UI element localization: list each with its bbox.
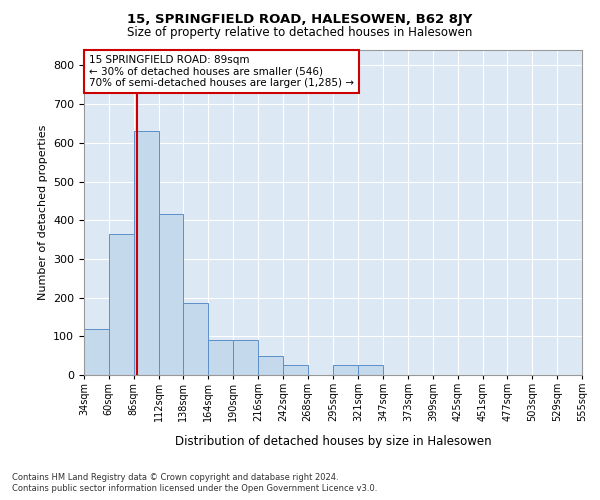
Bar [334,366,358,375]
Bar [283,366,308,375]
Bar [134,131,158,375]
Text: 15 SPRINGFIELD ROAD: 89sqm
← 30% of detached houses are smaller (546)
70% of sem: 15 SPRINGFIELD ROAD: 89sqm ← 30% of deta… [89,55,354,88]
Text: Size of property relative to detached houses in Halesowen: Size of property relative to detached ho… [127,26,473,39]
Bar [233,340,258,375]
Bar [258,356,283,375]
Bar [84,328,109,375]
Text: Contains public sector information licensed under the Open Government Licence v3: Contains public sector information licen… [12,484,377,493]
Y-axis label: Number of detached properties: Number of detached properties [38,125,47,300]
Bar [158,214,184,375]
Bar [109,234,134,375]
Bar [184,304,208,375]
Bar [358,366,383,375]
Text: 15, SPRINGFIELD ROAD, HALESOWEN, B62 8JY: 15, SPRINGFIELD ROAD, HALESOWEN, B62 8JY [127,12,473,26]
Text: Contains HM Land Registry data © Crown copyright and database right 2024.: Contains HM Land Registry data © Crown c… [12,472,338,482]
Text: Distribution of detached houses by size in Halesowen: Distribution of detached houses by size … [175,435,491,448]
Bar [208,340,233,375]
